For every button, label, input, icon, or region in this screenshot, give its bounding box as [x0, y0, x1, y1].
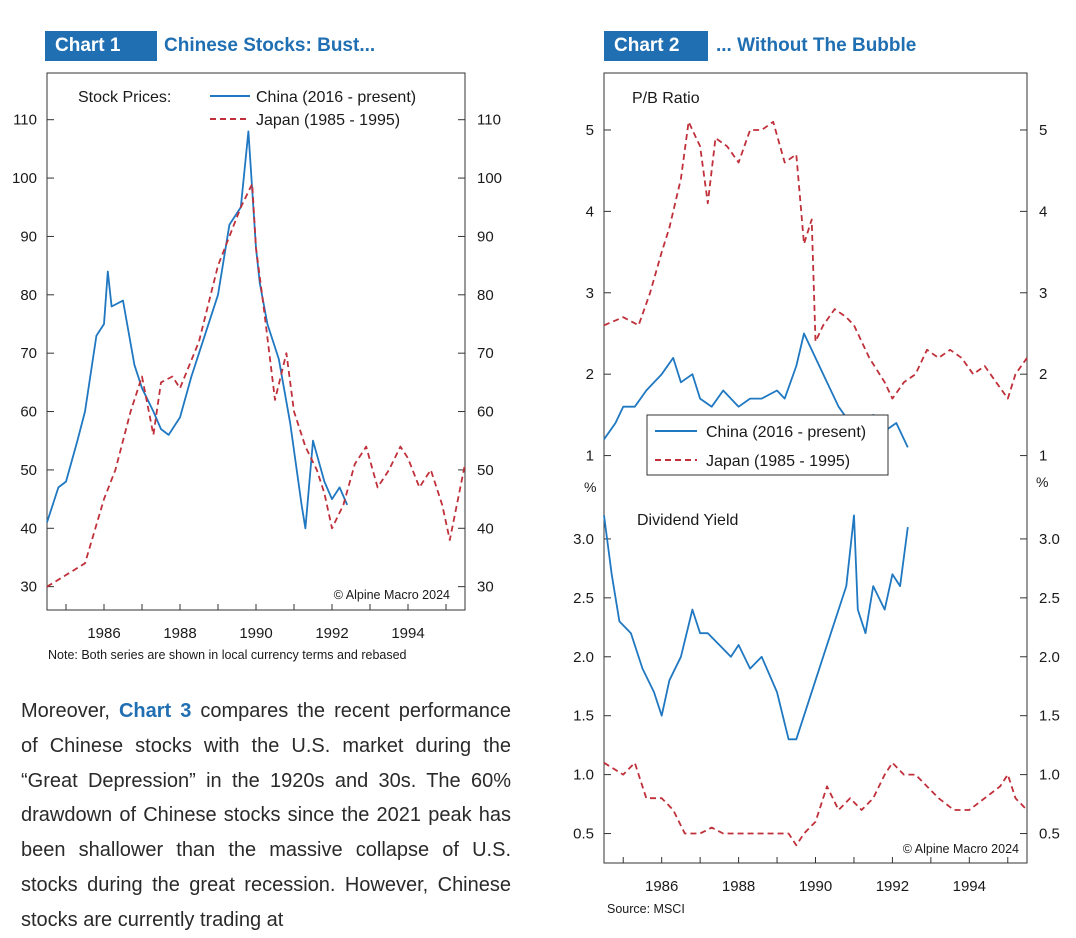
chart1-plot-frame — [46, 72, 466, 611]
c1-ytick-label-right: 70 — [477, 345, 494, 362]
chart1-copyright: © Alpine Macro 2024 — [334, 588, 450, 602]
c2dy-ytick-label-right: 1.0 — [1039, 767, 1060, 784]
c2dy-ytick-label-left: 2.5 — [573, 590, 594, 607]
c1-ytick-label-left: 90 — [20, 228, 37, 245]
c1-china-line — [46, 130, 349, 530]
chart2-legend-japan-label: Japan (1985 - 1995) — [706, 453, 850, 470]
c2pb-ytick-label-left: 5 — [586, 122, 594, 139]
c2pb-ytick-label-left: 3 — [586, 285, 594, 302]
c1-ytick-label-left: 30 — [20, 579, 37, 596]
chart1-tag: Chart 1 — [45, 31, 157, 61]
c1-ytick-label-left: 110 — [13, 112, 37, 129]
c2dy-ytick-label-right: 2.0 — [1039, 649, 1060, 666]
chart1-legend-japan-label: Japan (1985 - 1995) — [256, 112, 400, 129]
chart1-panel-label: Stock Prices: — [78, 89, 171, 106]
c1-xtick-label: 1988 — [163, 625, 196, 642]
c1-xtick-label: 1994 — [391, 625, 424, 642]
c1-ytick-label-right: 100 — [477, 170, 502, 187]
c2pb-japan-line — [603, 120, 1028, 400]
c1-xtick-label: 1992 — [315, 625, 348, 642]
chart2-pb-label: P/B Ratio — [632, 90, 700, 107]
c2dy-ytick-label-right: 2.5 — [1039, 590, 1060, 607]
c2dy-ytick-label-right: 3.0 — [1039, 531, 1060, 548]
c1-ytick-label-right: 80 — [477, 287, 494, 304]
c2dy-xtick-label: 1988 — [722, 878, 755, 895]
c1-ytick-label-left: 100 — [12, 170, 37, 187]
c1-ytick-label-left: 80 — [20, 287, 37, 304]
c2dy-ytick-label-right: 0.5 — [1039, 826, 1060, 843]
c2pb-ytick-label-left: 2 — [586, 366, 594, 383]
chart1-title: Chinese Stocks: Bust... — [164, 35, 376, 56]
c2pb-ytick-label-right: 1 — [1039, 448, 1047, 465]
chart2-percent-left: % — [584, 479, 596, 495]
c1-ytick-label-right: 60 — [477, 404, 494, 421]
c2pb-ytick-label-right: 3 — [1039, 285, 1047, 302]
c1-ytick-label-left: 50 — [20, 462, 37, 479]
c2dy-ytick-label-left: 0.5 — [573, 826, 594, 843]
chart1-legend-china-label: China (2016 - present) — [256, 89, 416, 106]
c1-japan-line — [46, 182, 466, 588]
chart3-link[interactable]: Chart 3 — [118, 700, 192, 722]
c2dy-xtick-label: 1990 — [799, 878, 832, 895]
c2dy-ytick-label-right: 1.5 — [1039, 708, 1060, 725]
c2dy-ytick-label-left: 3.0 — [573, 531, 594, 548]
c2pb-ytick-label-right: 5 — [1039, 122, 1047, 139]
c1-ytick-label-left: 70 — [20, 345, 37, 362]
c1-ytick-label-right: 30 — [477, 579, 494, 596]
chart1-note: Note: Both series are shown in local cur… — [48, 648, 407, 662]
chart2-percent-right: % — [1036, 474, 1048, 490]
chart1-series — [46, 130, 466, 588]
c2dy-ytick-label-left: 1.5 — [573, 708, 594, 725]
c2dy-ytick-label-left: 1.0 — [573, 767, 594, 784]
chart2-legend-box — [646, 414, 889, 476]
c2pb-ytick-label-left: 4 — [586, 203, 594, 220]
c1-xtick-label: 1990 — [239, 625, 272, 642]
c2pb-ytick-label-left: 1 — [586, 448, 594, 465]
chart2-legend-china-label: China (2016 - present) — [706, 424, 866, 441]
chart2-copyright: © Alpine Macro 2024 — [903, 842, 1019, 856]
chart1-axis-ticks: 30 30 40 40 50 50 60 60 70 70 80 80 90 90 100 100 110 110… — [12, 112, 502, 642]
c1-ytick-label-left: 60 — [20, 404, 37, 421]
c1-ytick-label-right: 50 — [477, 462, 494, 479]
c1-ytick-label-right: 90 — [477, 228, 494, 245]
c2dy-ytick-label-left: 2.0 — [573, 649, 594, 666]
c2dy-xtick-label: 1994 — [953, 878, 986, 895]
c2dy-japan-line — [603, 761, 1028, 847]
c2pb-ytick-label-right: 4 — [1039, 203, 1047, 220]
body-text-post: compares the recent performance of Chine… — [21, 700, 511, 931]
body-paragraph: Moreover, Chart 3 compares the recent pe… — [21, 694, 511, 938]
chart2-dy-label: Dividend Yield — [637, 512, 738, 529]
c1-ytick-label-right: 110 — [477, 112, 501, 129]
c2dy-china-line — [603, 514, 909, 741]
chart2-source: Source: MSCI — [607, 902, 685, 916]
c2dy-xtick-label: 1992 — [876, 878, 909, 895]
c1-ytick-label-left: 40 — [20, 520, 37, 537]
c1-ytick-label-right: 40 — [477, 520, 494, 537]
c2pb-ytick-label-right: 2 — [1039, 366, 1047, 383]
c2dy-xtick-label: 1986 — [645, 878, 678, 895]
body-text-pre: Moreover, — [21, 700, 119, 722]
chart2-series — [603, 120, 1028, 847]
chart2-title: ... Without The Bubble — [716, 35, 917, 56]
chart2-tag: Chart 2 — [604, 31, 708, 61]
c1-xtick-label: 1986 — [87, 625, 120, 642]
chart2-axis-ticks: 1 1 2 2 3 3 4 4 5 5 0.5 0.5 1.0 1.0 1.5 1.5 2.0 2.0 2.5 2.5… — [573, 122, 1060, 895]
